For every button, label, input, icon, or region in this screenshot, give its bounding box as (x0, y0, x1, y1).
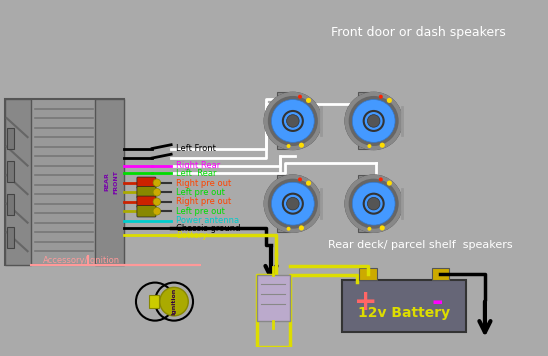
Circle shape (153, 198, 161, 205)
Text: Ignition: Ignition (172, 288, 176, 315)
FancyBboxPatch shape (5, 99, 124, 266)
Circle shape (367, 197, 380, 210)
FancyBboxPatch shape (7, 161, 14, 182)
Text: Front door or dash speakers: Front door or dash speakers (331, 26, 506, 39)
FancyBboxPatch shape (149, 295, 159, 308)
FancyBboxPatch shape (358, 175, 371, 232)
Circle shape (379, 95, 383, 99)
Circle shape (287, 227, 290, 231)
Text: REAR: REAR (104, 172, 109, 191)
Circle shape (379, 177, 383, 182)
FancyBboxPatch shape (95, 99, 124, 266)
Text: 12v Battery: 12v Battery (358, 306, 450, 320)
Text: Chassis ground: Chassis ground (176, 224, 241, 233)
Circle shape (345, 93, 402, 150)
Circle shape (380, 143, 385, 148)
Text: Right pre out: Right pre out (176, 197, 231, 206)
Circle shape (367, 115, 380, 127)
Circle shape (264, 175, 321, 232)
Text: Rear deck/ parcel shelf  speakers: Rear deck/ parcel shelf speakers (328, 240, 513, 250)
Circle shape (287, 115, 299, 127)
Text: Left pre out: Left pre out (176, 207, 225, 216)
FancyBboxPatch shape (277, 175, 290, 232)
Circle shape (153, 179, 161, 187)
Circle shape (387, 98, 392, 103)
Text: Right Rear: Right Rear (176, 161, 220, 170)
Circle shape (159, 287, 189, 316)
Circle shape (345, 175, 402, 232)
FancyBboxPatch shape (342, 280, 466, 332)
Circle shape (306, 98, 311, 103)
FancyBboxPatch shape (137, 177, 156, 188)
Circle shape (367, 144, 372, 148)
Circle shape (352, 182, 395, 225)
Text: -: - (432, 288, 443, 316)
FancyBboxPatch shape (358, 93, 371, 150)
Circle shape (387, 180, 392, 186)
FancyBboxPatch shape (7, 127, 14, 148)
Circle shape (264, 93, 321, 150)
Circle shape (306, 180, 311, 186)
Text: +: + (355, 288, 378, 316)
Circle shape (287, 144, 290, 148)
Circle shape (380, 225, 385, 230)
Circle shape (287, 197, 299, 210)
Text: Left pre out: Left pre out (176, 188, 225, 197)
FancyBboxPatch shape (5, 99, 31, 266)
Text: FRONT: FRONT (113, 170, 118, 194)
Circle shape (367, 227, 372, 231)
Circle shape (153, 208, 161, 215)
FancyBboxPatch shape (277, 93, 290, 150)
FancyBboxPatch shape (432, 268, 449, 280)
FancyBboxPatch shape (256, 275, 290, 321)
FancyBboxPatch shape (137, 196, 156, 208)
FancyBboxPatch shape (137, 205, 156, 217)
FancyBboxPatch shape (7, 194, 14, 215)
Text: Right pre out: Right pre out (176, 179, 231, 188)
FancyBboxPatch shape (7, 227, 14, 248)
Circle shape (298, 95, 302, 99)
Circle shape (271, 100, 314, 142)
FancyBboxPatch shape (359, 268, 376, 280)
Circle shape (299, 143, 304, 148)
Circle shape (153, 188, 161, 196)
Text: Accessory/Ignition: Accessory/Ignition (43, 256, 120, 265)
Circle shape (298, 177, 302, 182)
Circle shape (271, 182, 314, 225)
FancyBboxPatch shape (137, 187, 156, 198)
Circle shape (299, 225, 304, 230)
Text: Battery: Battery (176, 231, 207, 240)
Text: Left  Rear: Left Rear (176, 169, 216, 178)
Text: Power antenna: Power antenna (176, 216, 239, 225)
Circle shape (352, 100, 395, 142)
Text: Left Front: Left Front (176, 144, 216, 153)
